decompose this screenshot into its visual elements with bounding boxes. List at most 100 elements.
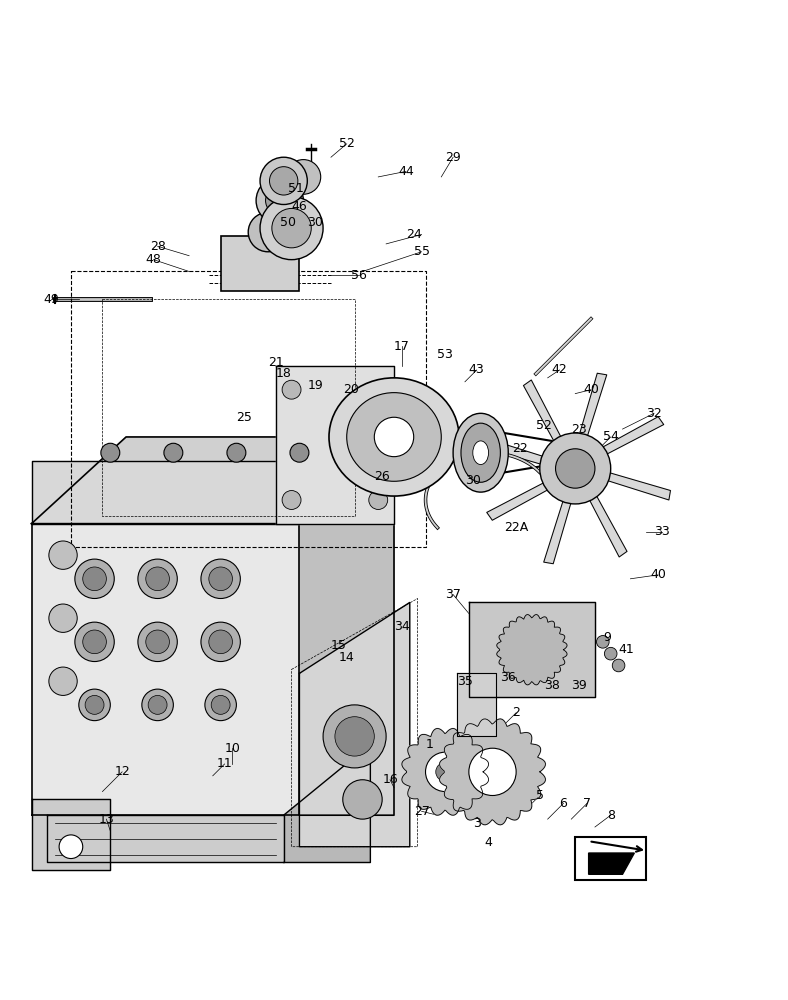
Circle shape <box>290 443 309 462</box>
Polygon shape <box>440 719 545 825</box>
Circle shape <box>540 433 611 504</box>
Polygon shape <box>582 482 627 557</box>
Circle shape <box>256 177 303 224</box>
Text: 1: 1 <box>426 738 433 751</box>
Text: 46: 46 <box>292 200 307 213</box>
Text: 27: 27 <box>414 805 429 818</box>
Polygon shape <box>32 437 394 524</box>
Text: 21: 21 <box>268 356 284 369</box>
Polygon shape <box>480 437 557 468</box>
Polygon shape <box>299 602 410 847</box>
Text: 40: 40 <box>650 568 666 581</box>
Text: 8: 8 <box>607 809 615 822</box>
Circle shape <box>426 752 465 792</box>
Text: 22: 22 <box>512 442 528 455</box>
Circle shape <box>83 567 106 591</box>
Text: 53: 53 <box>437 348 453 361</box>
Text: 20: 20 <box>343 383 359 396</box>
Polygon shape <box>299 437 394 815</box>
Circle shape <box>201 622 240 662</box>
Text: 42: 42 <box>552 363 567 376</box>
Circle shape <box>148 695 167 714</box>
Polygon shape <box>457 673 496 736</box>
Text: 44: 44 <box>398 165 414 178</box>
Circle shape <box>286 160 321 194</box>
Circle shape <box>142 689 173 721</box>
Circle shape <box>138 559 177 598</box>
Circle shape <box>209 630 232 654</box>
Text: 52: 52 <box>536 419 552 432</box>
Text: 39: 39 <box>571 679 587 692</box>
Ellipse shape <box>453 413 508 492</box>
Circle shape <box>269 167 298 195</box>
Text: 30: 30 <box>465 474 481 487</box>
Polygon shape <box>487 476 561 520</box>
Text: 56: 56 <box>351 269 366 282</box>
Text: 51: 51 <box>288 182 303 195</box>
Text: 13: 13 <box>98 813 114 826</box>
Text: 50: 50 <box>280 216 296 229</box>
Circle shape <box>75 622 114 662</box>
Circle shape <box>612 659 625 672</box>
Circle shape <box>59 835 83 859</box>
Polygon shape <box>593 468 671 500</box>
Circle shape <box>282 380 301 399</box>
Circle shape <box>343 780 382 819</box>
Text: 33: 33 <box>654 525 670 538</box>
Circle shape <box>227 443 246 462</box>
Text: 36: 36 <box>500 671 516 684</box>
Text: 25: 25 <box>236 411 252 424</box>
Polygon shape <box>47 815 284 862</box>
Circle shape <box>282 491 301 509</box>
Text: 28: 28 <box>150 240 165 253</box>
Polygon shape <box>589 853 634 874</box>
Text: 18: 18 <box>276 367 292 380</box>
Text: 23: 23 <box>571 423 587 436</box>
Text: 54: 54 <box>603 430 619 443</box>
Circle shape <box>260 157 307 205</box>
Text: 12: 12 <box>114 765 130 778</box>
Text: 15: 15 <box>331 639 347 652</box>
Text: 10: 10 <box>225 742 240 755</box>
Polygon shape <box>575 373 607 450</box>
Circle shape <box>79 689 110 721</box>
Text: 49: 49 <box>43 293 59 306</box>
Text: 9: 9 <box>603 631 611 644</box>
Text: 35: 35 <box>457 675 473 688</box>
FancyBboxPatch shape <box>221 236 299 291</box>
Circle shape <box>146 630 169 654</box>
Polygon shape <box>32 799 110 870</box>
Ellipse shape <box>329 378 459 496</box>
Text: 5: 5 <box>536 789 544 802</box>
Polygon shape <box>32 461 299 524</box>
Circle shape <box>272 208 311 248</box>
Text: 6: 6 <box>559 797 567 810</box>
Circle shape <box>604 647 617 660</box>
Circle shape <box>49 541 77 569</box>
Circle shape <box>335 717 374 756</box>
Circle shape <box>49 667 77 695</box>
Ellipse shape <box>461 423 500 482</box>
Circle shape <box>556 449 595 488</box>
Circle shape <box>101 443 120 462</box>
Text: 37: 37 <box>445 588 461 601</box>
Circle shape <box>75 559 114 598</box>
Circle shape <box>138 622 177 662</box>
Text: 55: 55 <box>414 245 429 258</box>
Circle shape <box>597 636 609 648</box>
Text: 11: 11 <box>217 757 232 770</box>
Text: 40: 40 <box>583 383 599 396</box>
Polygon shape <box>523 380 568 455</box>
Circle shape <box>516 634 548 665</box>
Text: 26: 26 <box>374 470 390 483</box>
Circle shape <box>205 689 236 721</box>
Circle shape <box>209 567 232 591</box>
Circle shape <box>469 748 516 796</box>
Text: 4: 4 <box>485 836 492 849</box>
Polygon shape <box>469 602 595 697</box>
Text: 52: 52 <box>339 137 355 150</box>
Circle shape <box>260 197 323 260</box>
Circle shape <box>85 695 104 714</box>
Text: 29: 29 <box>445 151 461 164</box>
Text: 17: 17 <box>394 340 410 353</box>
